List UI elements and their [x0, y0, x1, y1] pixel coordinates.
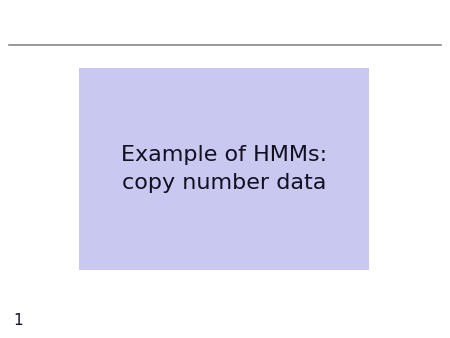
Text: Example of HMMs:
copy number data: Example of HMMs: copy number data [121, 145, 327, 193]
FancyBboxPatch shape [79, 68, 369, 270]
Text: 1: 1 [14, 313, 23, 328]
